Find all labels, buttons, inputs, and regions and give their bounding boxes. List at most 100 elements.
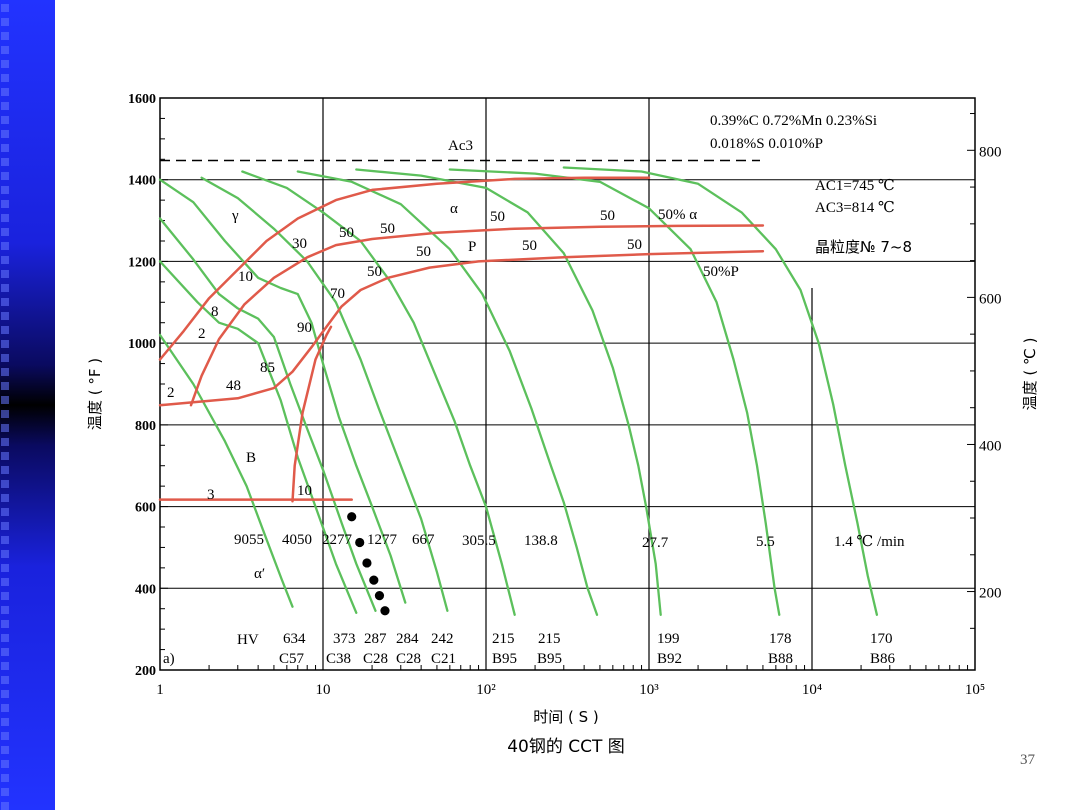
sidebar-square: [1, 536, 9, 544]
sidebar-square: [1, 802, 9, 810]
sidebar-square: [1, 746, 9, 754]
x-tick-label: 1: [156, 682, 164, 698]
sidebar-square: [1, 788, 9, 796]
percent-label: 2: [198, 326, 206, 342]
percent-label: 70: [330, 286, 345, 302]
sidebar-square: [1, 760, 9, 768]
cooling-rate-label: 138.8: [524, 533, 558, 549]
cooling-curve: [355, 168, 662, 616]
sidebar-square: [1, 704, 9, 712]
percent-label: 85: [260, 360, 275, 376]
hardness-hv: 199: [657, 631, 680, 647]
hardness-rc: C57: [279, 651, 305, 667]
sidebar-square: [1, 410, 9, 418]
hardness-hv: 284: [396, 631, 419, 647]
ac3-label: Ac3: [448, 138, 473, 154]
cooling-curve: [158, 217, 377, 612]
sidebar-square: [1, 88, 9, 96]
sidebar-square: [1, 424, 9, 432]
sidebar-square: [1, 256, 9, 264]
sidebar-square: [1, 522, 9, 530]
cooling-rate-label: 2277: [322, 532, 353, 548]
sidebar-square: [1, 550, 9, 558]
sidebar-square: [1, 228, 9, 236]
phase-label: α: [450, 201, 458, 217]
percent-label: 50: [339, 225, 354, 241]
sidebar-square: [1, 676, 9, 684]
cooling-curve: [296, 170, 599, 616]
marker-dot: [374, 591, 385, 601]
phase-label: α′: [254, 566, 265, 582]
percent-label: 50: [600, 208, 615, 224]
ac3-value: AC3=814 ℃: [815, 200, 895, 216]
sidebar-square: [1, 508, 9, 516]
sidebar-square: [1, 46, 9, 54]
sidebar-square: [1, 312, 9, 320]
bainite-end-curve: [291, 325, 333, 503]
x-tick-label: 10⁵: [965, 682, 985, 698]
cooling-curve: [562, 166, 879, 616]
region-label: 50% α: [658, 207, 697, 223]
percent-label: 50: [380, 221, 395, 237]
cooling-rate-label: 4050: [282, 532, 312, 548]
y-axis-title-right: 温度 ( ℃ ): [1021, 338, 1039, 411]
sidebar-square: [1, 186, 9, 194]
cooling-rate-label: 305.5: [462, 533, 496, 549]
grain-size: 晶粒度№ 7~8: [815, 238, 912, 256]
hardness-hv: 215: [538, 631, 561, 647]
percent-label: 3: [207, 487, 215, 503]
sidebar-square: [1, 298, 9, 306]
marker-dot: [369, 575, 379, 585]
sidebar-square: [1, 634, 9, 642]
percent-label: 50: [627, 237, 642, 253]
sidebar-square: [1, 480, 9, 488]
sidebar-square: [1, 732, 9, 740]
sidebar-square: [1, 270, 9, 278]
cooling-curve: [158, 333, 294, 608]
hardness-hv: 170: [870, 631, 893, 647]
sidebar-square: [1, 396, 9, 404]
sidebar-square: [1, 438, 9, 446]
percent-label: 10: [238, 269, 253, 285]
percent-label: 48: [226, 378, 241, 394]
y-tick-label-left: 1200: [128, 255, 156, 270]
phase-label: P: [468, 239, 476, 255]
sidebar-square: [1, 592, 9, 600]
sidebar-square: [1, 144, 9, 152]
y-tick-label-right: 400: [979, 438, 1002, 454]
y-tick-label-left: 1600: [128, 92, 156, 107]
sidebar-square: [1, 648, 9, 656]
panel-label: a): [163, 651, 175, 667]
curve-layer: [158, 166, 879, 616]
sidebar-square: [1, 172, 9, 180]
cooling-curve: [200, 176, 449, 612]
cooling-curve: [158, 178, 407, 604]
sidebar-square: [1, 452, 9, 460]
percent-label: 30: [292, 236, 307, 252]
grid-layer: [159, 97, 976, 671]
x-tick-label: 10: [316, 682, 331, 698]
phase-label: B: [246, 450, 256, 466]
sidebar-square: [1, 326, 9, 334]
chart-title: 40钢的 CCT 图: [507, 737, 625, 757]
hardness-rc: C21: [431, 651, 456, 667]
sidebar-square: [1, 606, 9, 614]
sidebar-square: [1, 32, 9, 40]
ac1-value: AC1=745 ℃: [815, 178, 895, 194]
y-tick-label-left: 1000: [128, 337, 156, 352]
percent-label: 10: [297, 483, 312, 499]
sidebar-square: [1, 564, 9, 572]
x-tick-label: 10³: [639, 682, 659, 698]
sidebar-square: [1, 466, 9, 474]
sidebar-square-pattern: [1, 4, 9, 810]
cooling-rate-label: 1277: [367, 532, 398, 548]
y-tick-label-left: 1400: [128, 174, 156, 189]
sidebar-square: [1, 690, 9, 698]
phase-label: γ: [231, 208, 239, 224]
hardness-label: HV: [237, 632, 259, 648]
hardness-hv: 178: [769, 631, 792, 647]
cooling-rate-label: 1.4 ℃ /min: [834, 534, 905, 550]
hardness-hv: 373: [333, 631, 356, 647]
percent-label: 2: [167, 385, 175, 401]
ferrite-start-curve: [158, 176, 651, 361]
